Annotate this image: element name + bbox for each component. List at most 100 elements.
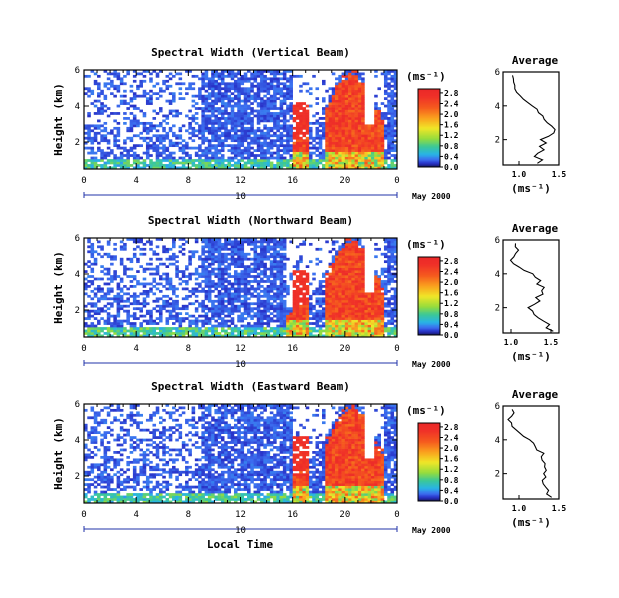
x-tick-label: 20: [339, 344, 350, 354]
colorbar-tick-label: 1.6: [444, 455, 459, 464]
avg-x-tick-label: 1.5: [552, 170, 567, 179]
colorbar-tick-label: 0.4: [444, 486, 459, 495]
colorbar-tick-label: 0.4: [444, 320, 459, 329]
average-title: Average: [512, 388, 559, 401]
colorbar-tick-label: 0.0: [444, 497, 459, 506]
colorbar-tick-label: 1.6: [444, 289, 459, 298]
avg-y-tick-label: 2: [495, 136, 500, 146]
y-tick-label: 2: [75, 306, 80, 316]
average-frame: [502, 239, 560, 334]
avg-x-axis-label: (ms⁻¹): [511, 182, 551, 195]
avg-x-tick-label: 1.0: [504, 338, 519, 347]
date-label: May 2000: [412, 360, 451, 369]
y-tick-label: 2: [75, 472, 80, 482]
x-tick-label: 4: [133, 510, 138, 520]
avg-y-tick-label: 2: [495, 470, 500, 480]
panel-2: Spectral Width (Northward Beam) 2 4 6 Height…: [52, 214, 560, 370]
date-label: May 2000: [412, 192, 451, 201]
colorbar-frame: [417, 256, 441, 336]
x-axis-label: Local Time: [207, 538, 274, 551]
x-tick-label: 8: [186, 344, 191, 354]
colorbar-label: (ms⁻¹): [406, 70, 446, 83]
avg-y-tick-label: 6: [495, 402, 500, 412]
day-label: 10: [235, 360, 246, 370]
colorbar-tick-label: 1.2: [444, 299, 459, 308]
average-panel: Average 2 4 6 1.0 1.5(ms⁻¹): [495, 388, 567, 529]
y-tick-label: 6: [75, 234, 80, 244]
avg-x-tick-label: 1.0: [512, 170, 527, 179]
y-tick-label: 4: [75, 436, 80, 446]
average-title: Average: [512, 54, 559, 67]
colorbar: 0.0 0.40.8 1.21.6 2.0 2.42.8 (ms⁻¹): [406, 70, 459, 172]
colorbar-tick-label: 1.2: [444, 131, 459, 140]
y-tick-label: 2: [75, 138, 80, 148]
y-axis-label: Height (km): [52, 83, 65, 156]
panel-3: Spectral Width (Eastward Beam) 2 4 6 Height …: [52, 380, 566, 536]
x-tick-label: 16: [287, 344, 298, 354]
colorbar-tick-label: 2.0: [444, 444, 459, 453]
average-panel: Average 2 4 6 1.0 1.5(ms⁻¹): [495, 54, 567, 195]
y-axis-label: Height (km): [52, 251, 65, 324]
avg-x-tick-label: 1.5: [544, 338, 559, 347]
heatmap-title: Spectral Width (Eastward Beam): [151, 380, 350, 393]
x-tick-label: 0: [81, 176, 86, 186]
average-frame: [502, 71, 560, 166]
x-tick-label: 0: [81, 344, 86, 354]
colorbar-tick-label: 0.0: [444, 331, 459, 340]
heatmap-title: Spectral Width (Northward Beam): [148, 214, 353, 227]
date-label: May 2000: [412, 526, 451, 535]
day-label: 10: [235, 192, 246, 202]
colorbar-tick-label: 2.8: [444, 257, 459, 266]
x-tick-label: 4: [133, 176, 138, 186]
x-tick-label: 4: [133, 344, 138, 354]
x-tick-label: 0: [81, 510, 86, 520]
avg-y-tick-label: 6: [495, 68, 500, 78]
colorbar-tick-label: 2.4: [444, 433, 459, 442]
avg-y-tick-label: 2: [495, 304, 500, 314]
x-tick-label: 0: [394, 344, 399, 354]
avg-y-tick-label: 6: [495, 236, 500, 246]
average-profile-line: [507, 409, 553, 498]
heatmap-cells: [84, 238, 398, 338]
colorbar-tick-label: 2.4: [444, 99, 459, 108]
x-tick-label: 20: [339, 176, 350, 186]
avg-y-tick-label: 4: [495, 102, 500, 112]
heatmap-cells: [84, 70, 398, 170]
x-tick-label: 8: [186, 176, 191, 186]
y-tick-label: 6: [75, 400, 80, 410]
average-profile-line: [509, 243, 554, 332]
average-title: Average: [512, 222, 559, 235]
colorbar-frame: [417, 88, 441, 168]
colorbar-tick-label: 0.0: [444, 163, 459, 172]
avg-y-tick-label: 4: [495, 436, 500, 446]
avg-y-tick-label: 4: [495, 270, 500, 280]
y-axis-label: Height (km): [52, 417, 65, 490]
y-tick-label: 6: [75, 66, 80, 76]
y-tick-label: 4: [75, 102, 80, 112]
x-tick-label: 12: [235, 510, 246, 520]
panel-1: Spectral Width (Vertical Beam) 2 4 6 Height …: [52, 46, 566, 202]
colorbar-tick-label: 2.8: [444, 89, 459, 98]
avg-x-tick-label: 1.5: [552, 504, 567, 513]
colorbar-frame: [417, 422, 441, 502]
colorbar: 0.0 0.40.8 1.21.6 2.0 2.42.8 (ms⁻¹): [406, 404, 459, 506]
x-tick-label: 12: [235, 176, 246, 186]
colorbar-label: (ms⁻¹): [406, 404, 446, 417]
colorbar-tick-label: 1.2: [444, 465, 459, 474]
colorbar: 0.0 0.40.8 1.21.6 2.0 2.42.8 (ms⁻¹): [406, 238, 459, 340]
avg-x-axis-label: (ms⁻¹): [511, 350, 551, 363]
avg-x-tick-label: 1.0: [512, 504, 527, 513]
colorbar-tick-label: 0.8: [444, 142, 459, 151]
x-tick-label: 0: [394, 176, 399, 186]
day-label: 10: [235, 526, 246, 536]
colorbar-tick-label: 2.8: [444, 423, 459, 432]
x-tick-label: 12: [235, 344, 246, 354]
x-tick-label: 20: [339, 510, 350, 520]
avg-x-axis-label: (ms⁻¹): [511, 516, 551, 529]
average-frame: [502, 405, 560, 500]
colorbar-tick-label: 0.8: [444, 476, 459, 485]
x-tick-label: 0: [394, 510, 399, 520]
colorbar-tick-label: 2.4: [444, 267, 459, 276]
average-profile-line: [511, 75, 556, 164]
colorbar-tick-label: 0.4: [444, 152, 459, 161]
